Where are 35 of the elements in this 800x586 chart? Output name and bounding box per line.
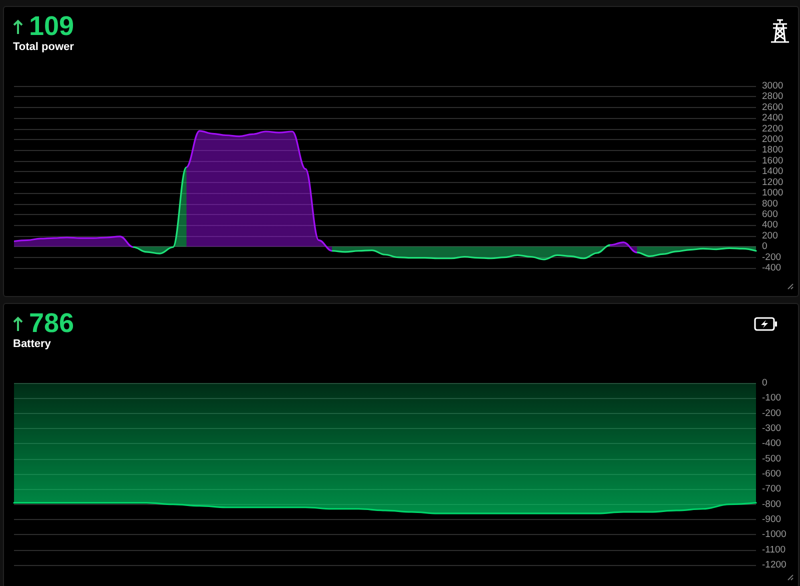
chart-subtitle: Total power <box>13 41 74 53</box>
y-tick-label: 0 <box>762 378 768 388</box>
y-tick-label: -700 <box>762 484 782 495</box>
y-tick-label: 400 <box>762 220 778 231</box>
y-tick-label: -900 <box>762 514 782 525</box>
y-tick-label: -200 <box>762 408 782 419</box>
y-tick-label: -400 <box>762 262 782 274</box>
y-tick-label: -600 <box>762 468 782 480</box>
y-tick-label: -1100 <box>762 544 786 556</box>
chart-subtitle: Battery <box>13 338 52 350</box>
y-tick-label: 1200 <box>762 176 784 188</box>
y-tick-label: 2000 <box>762 134 784 146</box>
y-tick-label: 2600 <box>762 102 784 113</box>
y-tick-label: 2200 <box>762 123 784 134</box>
y-tick-label: -300 <box>762 423 782 434</box>
y-tick-label: -200 <box>762 252 782 263</box>
y-tick-label: 1800 <box>762 144 784 156</box>
y-tick-label: -100 <box>762 392 782 404</box>
y-tick-label: 800 <box>762 198 778 210</box>
y-tick-label: 200 <box>762 230 778 242</box>
y-tick-label: 1000 <box>762 188 784 199</box>
y-tick-label: 0 <box>762 241 768 252</box>
y-tick-label: 2400 <box>762 112 784 124</box>
y-tick-label: 1600 <box>762 155 784 166</box>
chart-title: 786 <box>29 308 74 338</box>
y-tick-label: -1200 <box>762 560 786 570</box>
y-tick-label: 3000 <box>762 80 784 92</box>
y-tick-label: -1000 <box>762 529 786 540</box>
y-tick-label: 2800 <box>762 91 784 102</box>
y-tick-label: -800 <box>762 498 782 510</box>
y-tick-label: 600 <box>762 208 778 220</box>
y-tick-label: 1400 <box>762 166 784 178</box>
y-tick-label: -500 <box>762 453 782 464</box>
chart-title: 109 <box>29 11 74 41</box>
y-tick-label: -400 <box>762 438 782 450</box>
